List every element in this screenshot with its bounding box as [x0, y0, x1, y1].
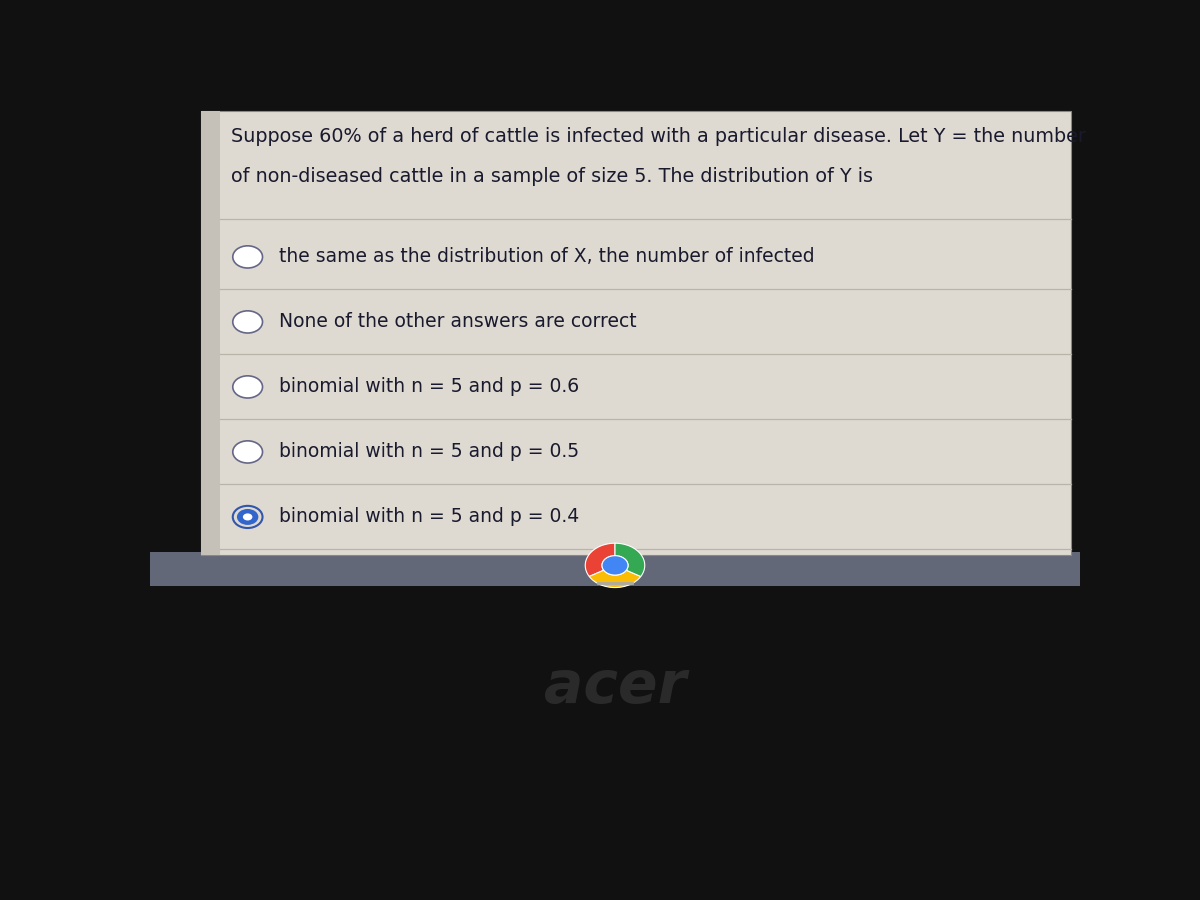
- Circle shape: [242, 513, 252, 520]
- Text: binomial with n = 5 and p = 0.5: binomial with n = 5 and p = 0.5: [280, 443, 580, 462]
- Bar: [202, 112, 1070, 555]
- Circle shape: [602, 555, 628, 575]
- Circle shape: [233, 310, 263, 333]
- Text: None of the other answers are correct: None of the other answers are correct: [280, 312, 637, 331]
- Bar: [150, 552, 1080, 586]
- Circle shape: [233, 376, 263, 398]
- Text: Suppose 60% of a herd of cattle is infected with a particular disease. Let Y = t: Suppose 60% of a herd of cattle is infec…: [230, 127, 1086, 146]
- Wedge shape: [586, 544, 616, 577]
- Circle shape: [233, 506, 263, 528]
- Text: acer: acer: [544, 658, 686, 716]
- Wedge shape: [589, 571, 641, 588]
- Text: of non-diseased cattle in a sample of size 5. The distribution of Y is: of non-diseased cattle in a sample of si…: [230, 166, 872, 186]
- Text: binomial with n = 5 and p = 0.4: binomial with n = 5 and p = 0.4: [280, 508, 580, 526]
- Bar: [202, 112, 220, 555]
- Text: binomial with n = 5 and p = 0.6: binomial with n = 5 and p = 0.6: [280, 377, 580, 396]
- Wedge shape: [616, 544, 644, 577]
- Text: the same as the distribution of X, the number of infected: the same as the distribution of X, the n…: [280, 248, 815, 266]
- Circle shape: [236, 509, 258, 525]
- Circle shape: [233, 246, 263, 268]
- Circle shape: [233, 441, 263, 463]
